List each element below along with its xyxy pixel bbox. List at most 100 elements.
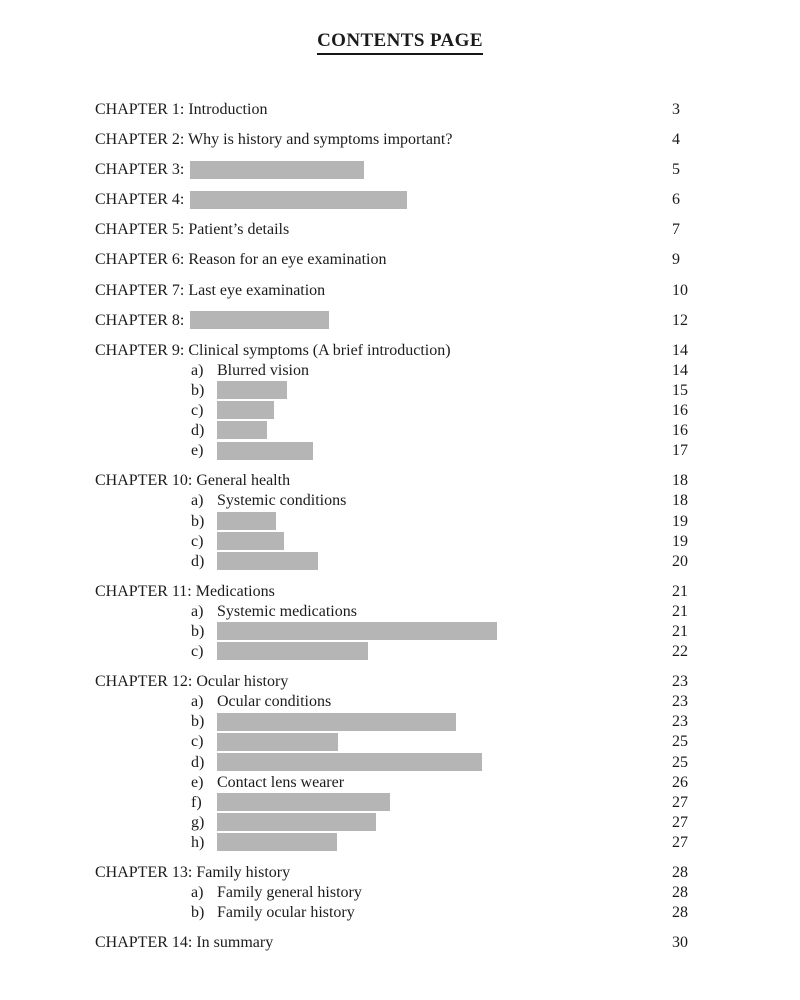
subitem-title: Systemic conditions — [217, 492, 347, 510]
toc-subitem-row: a) Systemic medications 21 — [95, 602, 702, 622]
page-number: 19 — [672, 512, 688, 530]
subitem-letter: b) — [191, 512, 205, 530]
toc-subitem-row: b) 23 — [95, 712, 702, 732]
toc-subitem-row-label: b) — [95, 622, 672, 642]
toc-subitem-row-label: d) — [95, 552, 672, 572]
toc-chapter-row: CHAPTER 11: Medications 21 — [95, 582, 702, 602]
subitem-letter: c) — [191, 733, 204, 751]
redaction-bar — [217, 441, 313, 460]
toc-subitem-row-label: c) — [95, 642, 672, 662]
page-number: 26 — [672, 773, 688, 791]
subitem-title: Blurred vision — [217, 361, 309, 379]
toc-subitem-row-label: a) Systemic conditions — [95, 491, 672, 511]
toc-subitem-row: d) 25 — [95, 752, 702, 773]
toc-subitem-row: b) 21 — [95, 622, 702, 642]
redaction-bar — [217, 511, 276, 530]
toc-subitem-row-label: b) — [95, 712, 672, 732]
page-number: 14 — [672, 361, 688, 379]
chapter-label: CHAPTER 11: — [95, 582, 192, 600]
page-number: 21 — [672, 622, 688, 640]
toc-subitem-row: a) Systemic conditions 18 — [95, 491, 702, 511]
subitem-letter: c) — [191, 532, 204, 550]
toc-chapter-row: CHAPTER 3: 5 — [95, 160, 702, 180]
subitem-letter: b) — [191, 381, 205, 399]
toc-subitem-row-label: b) — [95, 381, 672, 401]
toc-subitem-row-label: a) Blurred vision — [95, 361, 672, 381]
toc-subitem-row: b) Family ocular history 28 — [95, 903, 702, 923]
subitem-letter: b) — [191, 904, 205, 922]
chapter-label: CHAPTER 3: — [95, 161, 185, 179]
page-number: 21 — [672, 602, 688, 620]
toc-subitem-row-label: a) Systemic medications — [95, 602, 672, 622]
page-number: 20 — [672, 552, 688, 570]
toc-chapter-row: CHAPTER 10: General health 18 — [95, 471, 702, 491]
toc-chapter-row: CHAPTER 7: Last eye examination 10 — [95, 281, 702, 301]
toc-subitem-row: a) Ocular conditions 23 — [95, 692, 702, 712]
subitem-letter: h) — [191, 833, 205, 851]
chapter-label: CHAPTER 2: — [95, 131, 185, 149]
chapter-label: CHAPTER 5: — [95, 221, 185, 239]
toc-chapter-row-label: CHAPTER 5: Patient’s details — [95, 220, 672, 240]
subitem-letter: f) — [191, 793, 202, 811]
toc-chapter-row: CHAPTER 12: Ocular history 23 — [95, 672, 702, 692]
chapter-title: General health — [192, 472, 291, 490]
page-number: 14 — [672, 341, 688, 359]
page-number: 4 — [672, 131, 680, 149]
page-number: 21 — [672, 582, 688, 600]
toc-subitem-row: f) 27 — [95, 793, 702, 813]
page-number: 28 — [672, 864, 688, 881]
toc-subitem-row-label: e) Contact lens wearer — [95, 773, 672, 793]
toc-chapter-row-label: CHAPTER 1: Introduction — [95, 100, 672, 120]
toc-subitem-row: c) 16 — [95, 401, 702, 421]
chapter-title: Why is history and symptoms important? — [184, 131, 453, 149]
toc-chapter-row-label: CHAPTER 11: Medications — [95, 582, 672, 602]
subitem-letter: d) — [191, 422, 205, 440]
toc-chapter-row-label: CHAPTER 2: Why is history and symptoms i… — [95, 130, 672, 150]
toc-chapter-row: CHAPTER 4: 6 — [95, 190, 702, 210]
page-number: 30 — [672, 934, 688, 952]
redaction-bar — [190, 160, 365, 179]
page-number: 16 — [672, 422, 688, 440]
toc-chapter-row-label: CHAPTER 10: General health — [95, 471, 672, 491]
chapter-label: CHAPTER 4: — [95, 191, 185, 209]
toc-chapter-row-label: CHAPTER 8: — [95, 310, 672, 331]
page-title: CONTENTS PAGE — [317, 30, 483, 55]
toc-subitem-row-label: g) — [95, 813, 672, 833]
subitem-letter: d) — [191, 552, 205, 570]
subitem-letter: a) — [191, 693, 204, 711]
subitem-letter: b) — [191, 622, 205, 640]
toc-subitem-row: d) 20 — [95, 552, 702, 572]
redaction-bar — [217, 401, 274, 420]
toc-subitem-row-label: f) — [95, 793, 672, 813]
page-number: 10 — [672, 281, 688, 299]
chapter-label: CHAPTER 12: — [95, 673, 193, 691]
subitem-title: Systemic medications — [217, 602, 357, 620]
subitem-letter: g) — [191, 813, 205, 831]
toc-chapter-row-label: CHAPTER 6: Reason for an eye examination — [95, 250, 672, 270]
toc-chapter-row: CHAPTER 9: Clinical symptoms (A brief in… — [95, 341, 702, 361]
page-number: 27 — [672, 813, 688, 831]
chapter-title: In summary — [192, 934, 274, 952]
toc-chapter-row: CHAPTER 1: Introduction 3 — [95, 100, 702, 120]
page-number: 28 — [672, 884, 688, 902]
chapter-title: Family history — [192, 864, 291, 881]
table-of-contents: CHAPTER 1: Introduction 3 CHAPTER 2: Why i… — [95, 100, 702, 953]
redaction-bar — [217, 752, 482, 771]
toc-subitem-row-label: d) — [95, 752, 672, 773]
toc-chapter-row-label: CHAPTER 14: In summary — [95, 933, 672, 953]
toc-subitem-row-label: d) — [95, 421, 672, 441]
chapter-title: Medications — [191, 582, 275, 600]
redaction-bar — [217, 732, 338, 751]
page-number: 12 — [672, 311, 688, 329]
toc-subitem-row: c) 19 — [95, 531, 702, 552]
chapter-title: Last eye examination — [184, 281, 326, 299]
chapter-label: CHAPTER 8: — [95, 311, 185, 329]
page-number: 17 — [672, 442, 688, 460]
toc-subitem-row-label: c) — [95, 401, 672, 421]
toc-chapter-row: CHAPTER 6: Reason for an eye examination… — [95, 250, 702, 270]
toc-subitem-row: c) 22 — [95, 642, 702, 662]
toc-chapter-row-label: CHAPTER 3: — [95, 160, 672, 180]
page-number: 19 — [672, 532, 688, 550]
chapter-label: CHAPTER 9: — [95, 341, 185, 359]
toc-chapter-row-label: CHAPTER 9: Clinical symptoms (A brief in… — [95, 341, 672, 361]
